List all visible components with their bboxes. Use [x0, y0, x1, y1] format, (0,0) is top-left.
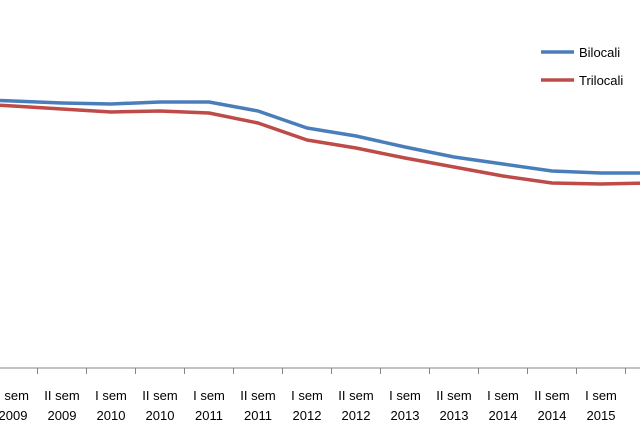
x-tick-label: II sem — [142, 388, 177, 403]
x-tick-year-label: 2013 — [391, 408, 420, 423]
x-tick-year-label: 2011 — [244, 408, 272, 423]
x-tick-year-label: 2015 — [587, 408, 616, 423]
legend: Bilocali Trilocali — [541, 45, 623, 88]
x-axis — [0, 367, 640, 374]
x-tick-year-label: 2010 — [146, 408, 175, 423]
x-tick-label: II sem — [240, 388, 275, 403]
series-line-trilocali — [0, 103, 640, 186]
x-tick-label: II sem — [44, 388, 79, 403]
x-tick-year-label: 2014 — [489, 408, 518, 423]
x-tick-label: I sem — [389, 388, 421, 403]
x-tick-year-label: 2014 — [538, 408, 567, 423]
x-tick-label: II sem — [534, 388, 569, 403]
x-tick-year-label: 2009 — [48, 408, 77, 423]
legend-label-trilocali: Trilocali — [579, 73, 623, 88]
plot-area — [0, 98, 640, 186]
x-tick-label: I sem — [95, 388, 127, 403]
x-tick-year-label: 2012 — [293, 408, 322, 423]
x-tick-label: II sem — [436, 388, 471, 403]
series-line-bilocali — [0, 98, 640, 175]
x-tick-label: I sem — [291, 388, 323, 403]
x-tick-label: I sem — [585, 388, 617, 403]
x-tick-year-label: 2011 — [195, 408, 223, 423]
x-tick-label: I sem — [487, 388, 519, 403]
x-tick-year-label: 2009 — [0, 408, 27, 423]
x-tick-label: I sem — [193, 388, 225, 403]
x-tick-label: II sem — [338, 388, 373, 403]
x-tick-labels: I sem 2009 II sem 2009 I sem 2010 II sem 2010 I … — [0, 388, 617, 423]
x-tick-year-label: 2012 — [342, 408, 371, 423]
x-tick-year-label: 2013 — [440, 408, 469, 423]
legend-label-bilocali: Bilocali — [579, 45, 620, 60]
x-tick-label: I sem — [0, 388, 29, 403]
x-tick-year-label: 2010 — [97, 408, 126, 423]
